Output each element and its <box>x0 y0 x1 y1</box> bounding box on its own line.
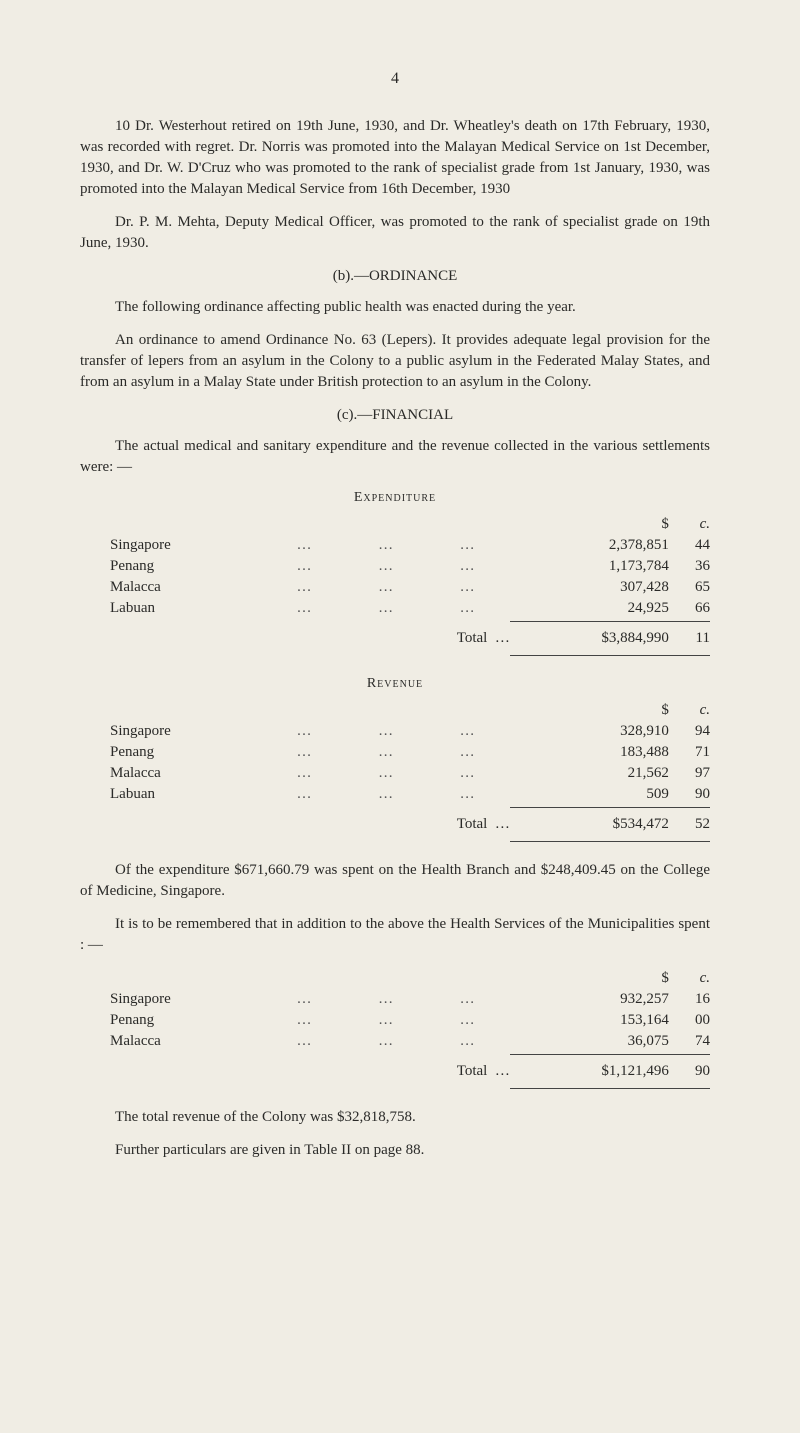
paragraph-8: The total revenue of the Colony was $32,… <box>80 1107 710 1128</box>
row-label: Malacca <box>80 1031 265 1052</box>
row-dollar: 509 <box>510 784 673 805</box>
row-dollar: 21,562 <box>510 763 673 784</box>
paragraph-5: The actual medical and sanitary expendit… <box>80 436 710 478</box>
table-row: Labuan ……… 24,925 66 <box>80 598 710 619</box>
row-dollar: 328,910 <box>510 721 673 742</box>
row-dollar: 932,257 <box>510 989 673 1010</box>
row-label: Singapore <box>80 989 265 1010</box>
table-row: Singapore ……… 328,910 94 <box>80 721 710 742</box>
row-dollar: 2,378,851 <box>510 535 673 556</box>
row-label: Labuan <box>80 784 265 805</box>
table-row: Singapore ……… 2,378,851 44 <box>80 535 710 556</box>
table-row: Malacca ……… 307,428 65 <box>80 577 710 598</box>
row-dollar: 24,925 <box>510 598 673 619</box>
currency-cents: c. <box>673 968 710 989</box>
row-label: Malacca <box>80 763 265 784</box>
currency-cents: c. <box>673 514 710 535</box>
row-cents: 71 <box>673 742 710 763</box>
row-label: Malacca <box>80 577 265 598</box>
total-dollar: $3,884,990 <box>510 624 673 649</box>
row-label: Penang <box>80 556 265 577</box>
table-row: Malacca ……… 21,562 97 <box>80 763 710 784</box>
row-cents: 36 <box>673 556 710 577</box>
currency-cents: c. <box>673 700 710 721</box>
paragraph-4: An ordinance to amend Ordinance No. 63 (… <box>80 330 710 393</box>
total-label: Total <box>457 816 488 832</box>
total-cents: 11 <box>673 624 710 649</box>
municipalities-table: $ c. Singapore ……… 932,257 16 Penang ………… <box>80 968 710 1091</box>
row-dollar: 36,075 <box>510 1031 673 1052</box>
row-cents: 00 <box>673 1010 710 1031</box>
row-dollar: 183,488 <box>510 742 673 763</box>
paragraph-6: Of the expenditure $671,660.79 was spent… <box>80 860 710 902</box>
paragraph-3: The following ordinance affecting public… <box>80 297 710 318</box>
paragraph-7: It is to be remembered that in addition … <box>80 914 710 956</box>
table-header-row: $ c. <box>80 514 710 535</box>
table-row: Singapore ……… 932,257 16 <box>80 989 710 1010</box>
row-label: Labuan <box>80 598 265 619</box>
row-cents: 97 <box>673 763 710 784</box>
table-row: Penang ……… 183,488 71 <box>80 742 710 763</box>
row-dollar: 307,428 <box>510 577 673 598</box>
row-cents: 90 <box>673 784 710 805</box>
total-dollar: $1,121,496 <box>510 1057 673 1082</box>
row-label: Singapore <box>80 535 265 556</box>
currency-dollar: $ <box>510 700 673 721</box>
row-label: Penang <box>80 742 265 763</box>
total-row: Total … $534,472 52 <box>80 810 710 835</box>
table-header-row: $ c. <box>80 968 710 989</box>
total-label: Total <box>457 630 488 646</box>
expenditure-table: $ c. Singapore ……… 2,378,851 44 Penang …… <box>80 514 710 658</box>
revenue-heading: Revenue <box>80 676 710 692</box>
total-dollar: $534,472 <box>510 810 673 835</box>
currency-dollar: $ <box>510 514 673 535</box>
row-cents: 94 <box>673 721 710 742</box>
currency-dollar: $ <box>510 968 673 989</box>
row-dollar: 1,173,784 <box>510 556 673 577</box>
rule-row <box>80 835 710 844</box>
table-row: Labuan ……… 509 90 <box>80 784 710 805</box>
row-cents: 44 <box>673 535 710 556</box>
paragraph-9: Further particulars are given in Table I… <box>80 1140 710 1161</box>
table-row: Penang ……… 153,164 00 <box>80 1010 710 1031</box>
total-row: Total … $1,121,496 90 <box>80 1057 710 1082</box>
expenditure-heading: Expenditure <box>80 490 710 506</box>
total-cents: 90 <box>673 1057 710 1082</box>
table-header-row: $ c. <box>80 700 710 721</box>
row-dollar: 153,164 <box>510 1010 673 1031</box>
document-page: 4 10 Dr. Westerhout retired on 19th June… <box>0 0 800 1433</box>
row-cents: 16 <box>673 989 710 1010</box>
page-number: 4 <box>80 70 710 88</box>
total-label: Total <box>457 1063 488 1079</box>
row-cents: 65 <box>673 577 710 598</box>
total-row: Total … $3,884,990 11 <box>80 624 710 649</box>
section-heading-c: (c).—FINANCIAL <box>80 407 710 424</box>
rule-row <box>80 649 710 658</box>
section-heading-b: (b).—ORDINANCE <box>80 268 710 285</box>
row-cents: 66 <box>673 598 710 619</box>
row-label: Singapore <box>80 721 265 742</box>
revenue-table: $ c. Singapore ……… 328,910 94 Penang ………… <box>80 700 710 844</box>
row-label: Penang <box>80 1010 265 1031</box>
row-cents: 74 <box>673 1031 710 1052</box>
paragraph-2: Dr. P. M. Mehta, Deputy Medical Officer,… <box>80 212 710 254</box>
paragraph-1: 10 Dr. Westerhout retired on 19th June, … <box>80 116 710 200</box>
rule-row <box>80 1082 710 1091</box>
table-row: Penang ……… 1,173,784 36 <box>80 556 710 577</box>
table-row: Malacca ……… 36,075 74 <box>80 1031 710 1052</box>
total-cents: 52 <box>673 810 710 835</box>
